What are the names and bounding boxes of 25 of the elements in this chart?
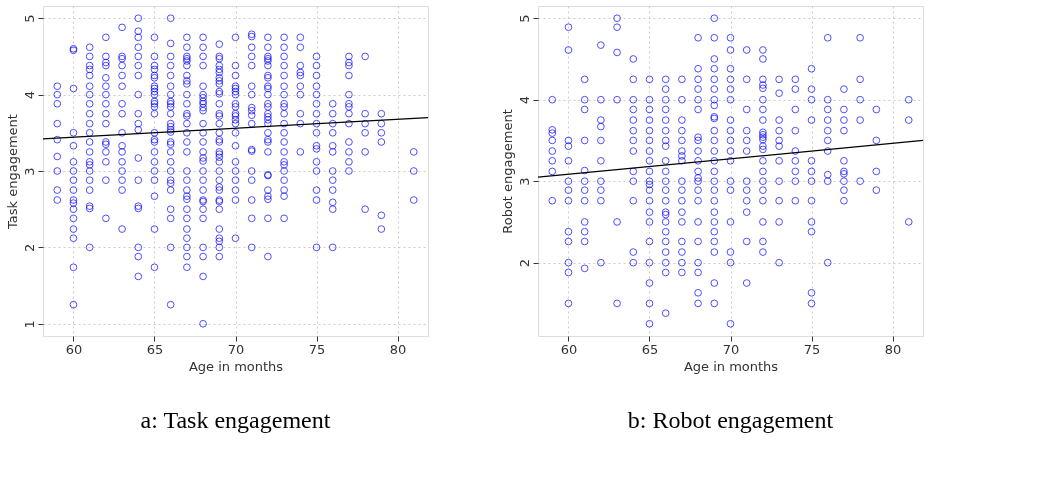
text: b: Robot engagement bbox=[627, 407, 834, 433]
y-tick-label: 2 bbox=[516, 259, 532, 268]
x-tick-label: 75 bbox=[308, 341, 326, 357]
x-tick-label: 80 bbox=[884, 341, 902, 357]
y-tick-label: 4 bbox=[516, 96, 532, 105]
y-tick-label: 1 bbox=[21, 320, 37, 329]
y-tick-label: 2 bbox=[21, 243, 37, 253]
x-tick-label: 60 bbox=[560, 341, 578, 357]
x-axis-title: Age in months bbox=[683, 358, 779, 374]
y-tick-label: 5 bbox=[516, 14, 532, 23]
text: a: Task engagement bbox=[140, 407, 331, 433]
x-tick-label: 65 bbox=[641, 341, 659, 357]
x-tick-label: 70 bbox=[227, 341, 245, 357]
x-axis-title: Age in months bbox=[188, 358, 284, 374]
y-axis-title: Task engagement bbox=[4, 114, 20, 230]
x-tick-label: 65 bbox=[146, 341, 164, 357]
x-tick-label: 60 bbox=[65, 341, 83, 357]
x-tick-label: 70 bbox=[722, 341, 740, 357]
y-tick-label: 4 bbox=[21, 90, 37, 100]
y-tick-label: 3 bbox=[21, 167, 37, 176]
x-tick-label: 75 bbox=[803, 341, 821, 357]
y-tick-label: 3 bbox=[516, 177, 532, 186]
y-tick-label: 5 bbox=[21, 14, 37, 23]
x-tick-label: 80 bbox=[389, 341, 407, 357]
y-axis-title: Robot engagement bbox=[499, 109, 515, 234]
